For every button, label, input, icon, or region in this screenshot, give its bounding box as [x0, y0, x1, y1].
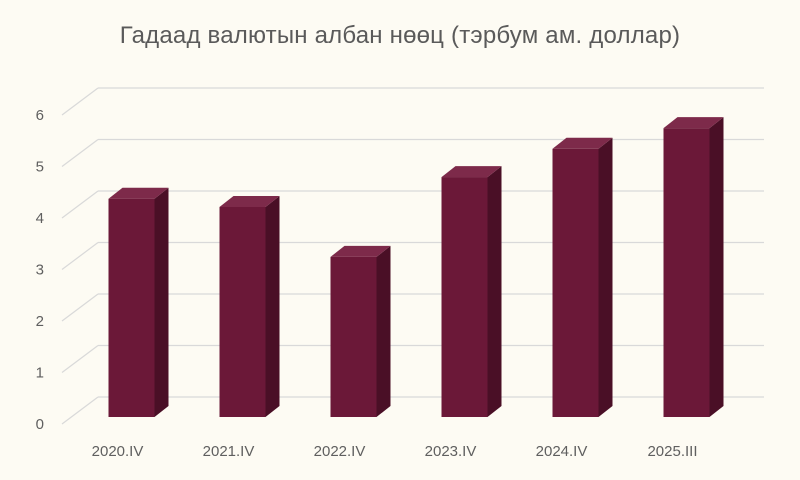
bar-top — [219, 195, 280, 207]
bar-top — [441, 166, 502, 178]
x-tick-label: 2021.IV — [203, 443, 255, 460]
bar-side — [709, 117, 724, 418]
bar — [552, 148, 599, 417]
x-tick-label: 2023.IV — [425, 443, 477, 460]
gridline-diagonal — [61, 396, 99, 425]
gridline-diagonal — [61, 345, 99, 373]
bar-side — [487, 166, 502, 417]
x-tick-label: 2024.IV — [536, 443, 588, 460]
bar-side — [154, 187, 169, 417]
gridline-diagonal — [61, 87, 99, 116]
y-tick-label: 3 — [36, 262, 44, 279]
bar-side — [598, 137, 613, 417]
y-tick-label: 1 — [36, 365, 44, 382]
bar-side — [265, 195, 280, 417]
y-tick-label: 4 — [36, 210, 44, 227]
bar-top — [330, 245, 391, 257]
gridline-diagonal — [61, 190, 99, 219]
bar — [108, 198, 155, 417]
bar — [330, 256, 377, 417]
chart-title: Гадаад валютын албан нөөц (тэрбум ам. до… — [119, 22, 681, 49]
bar-top — [552, 137, 613, 149]
gridline-diagonal — [61, 139, 99, 167]
bar-top — [663, 117, 724, 129]
x-tick-label: 2022.IV — [314, 443, 366, 460]
y-tick-label: 0 — [36, 416, 44, 433]
bar-side — [376, 245, 391, 417]
y-tick-label: 6 — [36, 107, 44, 124]
x-tick-label: 2025.III — [647, 443, 697, 460]
bar — [441, 177, 488, 417]
bar — [219, 206, 266, 417]
bar-top — [108, 187, 169, 199]
gridline-diagonal — [61, 293, 99, 322]
bar — [663, 128, 710, 417]
gridline-diagonal — [61, 242, 99, 270]
y-tick-label: 5 — [36, 159, 44, 176]
y-tick-label: 2 — [36, 313, 44, 330]
x-tick-label: 2020.IV — [92, 443, 144, 460]
